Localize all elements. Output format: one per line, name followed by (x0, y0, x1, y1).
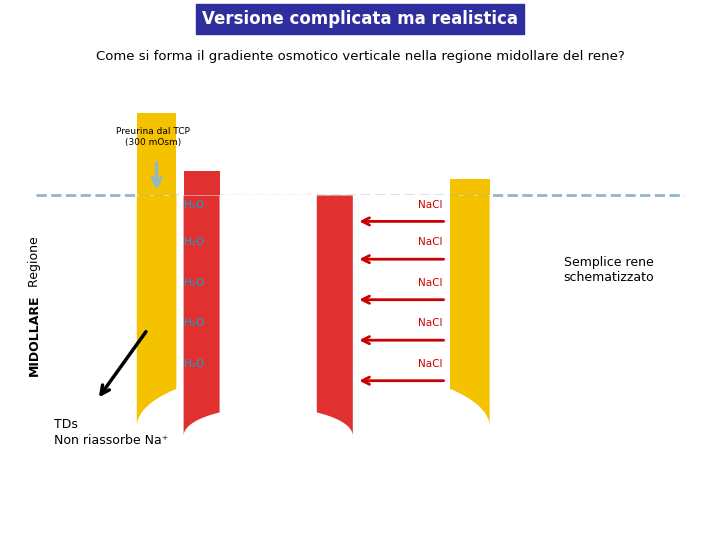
Text: Regione: Regione (28, 232, 41, 287)
Polygon shape (137, 195, 490, 427)
Text: Semplice rene
schematizzato: Semplice rene schematizzato (563, 256, 654, 284)
Text: H₂O: H₂O (184, 278, 204, 288)
Text: NaCl: NaCl (418, 199, 443, 210)
Polygon shape (450, 179, 490, 195)
Text: TDs
Non riassorbe Na⁺: TDs Non riassorbe Na⁺ (54, 418, 168, 447)
Text: H₂O: H₂O (184, 359, 204, 369)
Polygon shape (184, 195, 353, 436)
Text: NaCl: NaCl (418, 278, 443, 288)
Text: Versione complicata ma realistica: Versione complicata ma realistica (202, 10, 518, 28)
Text: Preurina dal TCP
(300 mOsm): Preurina dal TCP (300 mOsm) (116, 127, 190, 147)
Text: NaCl: NaCl (418, 359, 443, 369)
Polygon shape (176, 194, 450, 425)
Polygon shape (220, 194, 317, 435)
Text: MIDOLLARE: MIDOLLARE (28, 294, 41, 375)
Polygon shape (137, 113, 176, 195)
Text: H₂O: H₂O (184, 318, 204, 328)
Text: H₂O: H₂O (184, 199, 204, 210)
Text: NaCl: NaCl (418, 237, 443, 247)
Text: Come si forma il gradiente osmotico verticale nella regione midollare del rene?: Come si forma il gradiente osmotico vert… (96, 50, 624, 63)
Polygon shape (184, 171, 220, 195)
Text: NaCl: NaCl (418, 318, 443, 328)
Text: H₂O: H₂O (184, 237, 204, 247)
